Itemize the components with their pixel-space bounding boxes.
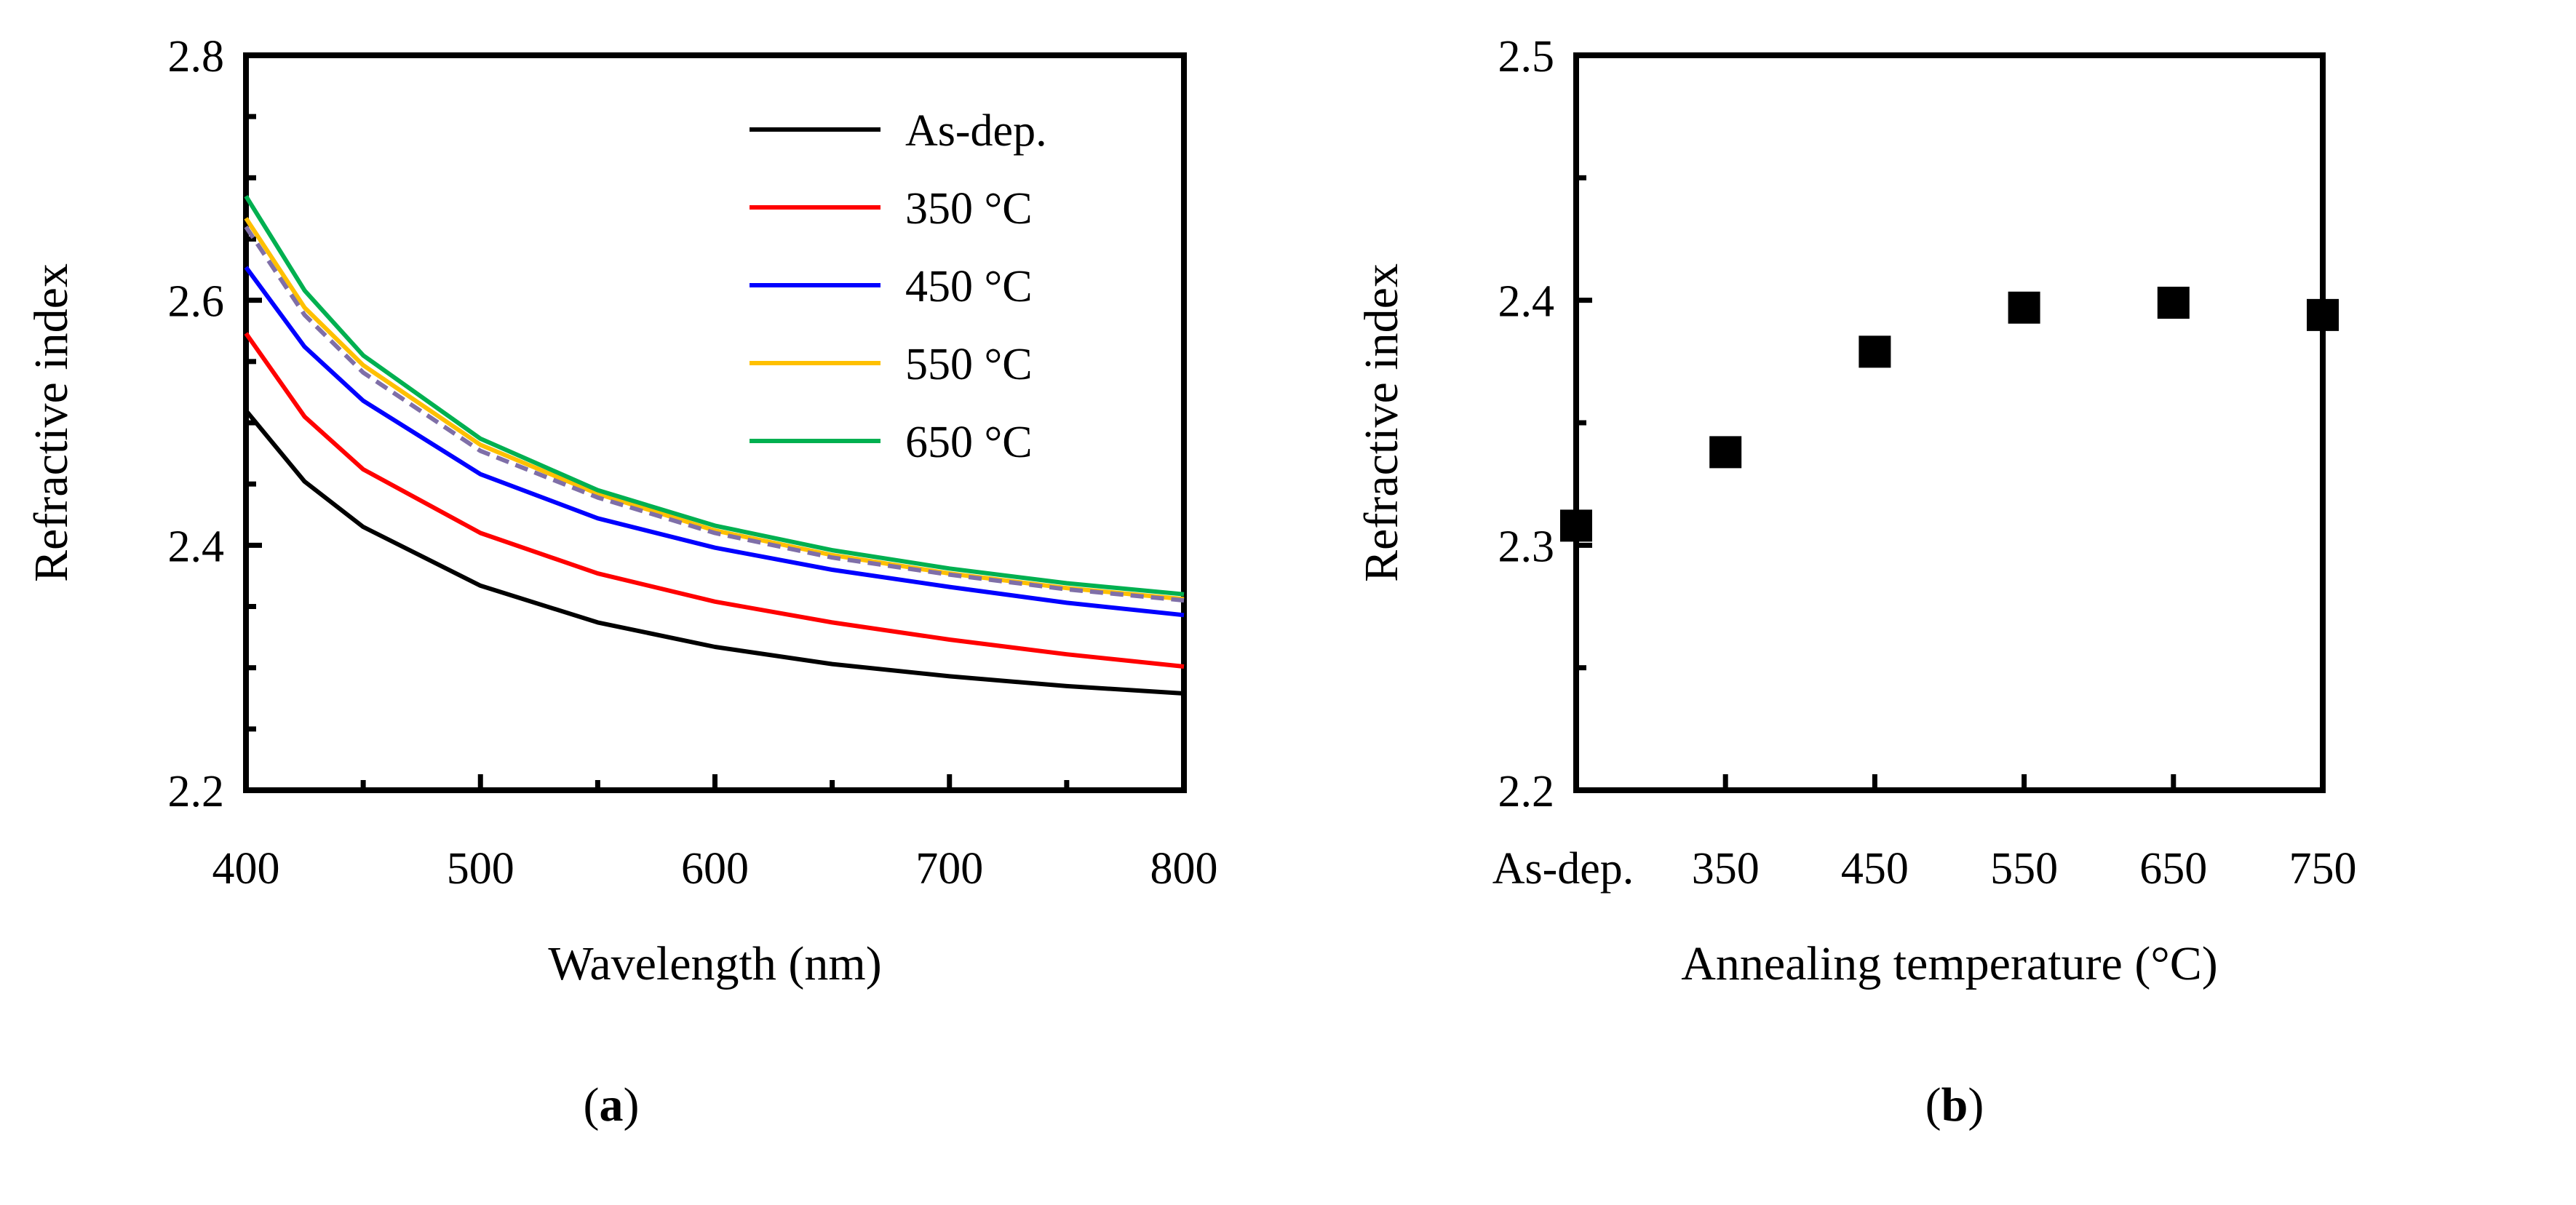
x-tick-label-b: 750	[2289, 844, 2357, 894]
series-line-350-c	[244, 332, 1185, 669]
plot-frame-a	[243, 52, 1187, 793]
x-tick-label-b: 450	[1841, 844, 1909, 894]
x-tick-label-a: 500	[447, 844, 514, 894]
series-line-dashed-average	[244, 226, 1185, 603]
x-tick-label-b: As-dep.	[1492, 844, 1634, 894]
y-tick-label-b: 2.4	[1498, 277, 1555, 327]
y-axis-title-b: Refractive index	[1355, 263, 1408, 582]
y-tick-label-a: 2.8	[168, 32, 225, 81]
chart-refractive-index-vs-wavelength: 400 500 600 700 800 2.2 2.4 2.6 2.8 Wavelength (n…	[25, 32, 1218, 990]
legend-label: 350 °C	[905, 184, 1033, 234]
data-point-marker	[2008, 291, 2040, 324]
chart-refractive-index-vs-annealing-temperature: As-dep. 350 450 550 650 750 2.2 2.3 2.4 2.5 Anneal…	[1355, 32, 2357, 990]
x-tick-label-a: 600	[681, 844, 749, 894]
legend-label: As-dep.	[905, 106, 1047, 156]
series-line-as-dep	[244, 409, 1185, 696]
y-tick-label-b: 2.2	[1498, 767, 1555, 816]
data-point-marker	[1560, 509, 1592, 542]
x-tick-label-a: 400	[212, 844, 280, 894]
x-axis-title-b: Annealing temperature (°C)	[1681, 937, 2217, 990]
x-tick-label-a: 800	[1150, 844, 1218, 894]
panel-a-label: (a)	[584, 1078, 640, 1132]
series-line-550-c	[244, 217, 1185, 602]
legend-label: 450 °C	[905, 262, 1033, 311]
y-tick-label-b: 2.3	[1498, 522, 1555, 571]
y-tick-label-a: 2.6	[168, 277, 225, 327]
data-point-marker	[1859, 335, 1891, 368]
y-axis-title-a: Refractive index	[25, 263, 78, 582]
series-line-650-c	[244, 195, 1185, 597]
y-tick-label-a: 2.2	[168, 767, 225, 816]
x-tick-label-a: 700	[915, 844, 983, 894]
x-tick-label-b: 550	[1990, 844, 2058, 894]
y-tick-label-b: 2.5	[1498, 32, 1555, 81]
x-tick-label-b: 350	[1692, 844, 1760, 894]
legend-label: 550 °C	[905, 340, 1033, 389]
data-point-marker	[1709, 436, 1742, 469]
data-point-marker	[2157, 287, 2190, 319]
y-tick-label-a: 2.4	[168, 522, 225, 571]
data-point-marker	[2307, 298, 2339, 331]
x-axis-title-a: Wavelength (nm)	[548, 937, 881, 990]
panel-b-label: (b)	[1925, 1078, 1984, 1132]
legend-label: 650 °C	[905, 418, 1033, 467]
plot-frame-b	[1573, 52, 2326, 793]
series-line-450-c	[244, 266, 1185, 618]
x-tick-label-b: 650	[2139, 844, 2207, 894]
